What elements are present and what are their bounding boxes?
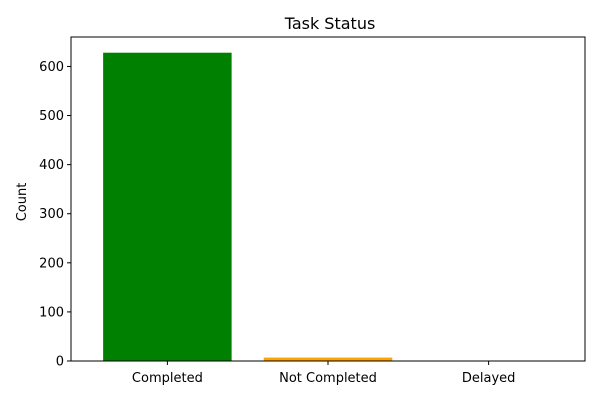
y-tick-label: 100 <box>39 305 64 320</box>
x-tick-label: Delayed <box>462 371 516 386</box>
x-tick-label: Completed <box>132 371 203 386</box>
bar-completed <box>103 52 232 361</box>
y-tick-label: 600 <box>39 60 64 75</box>
y-axis-label: Count <box>15 183 30 222</box>
chart-title: Task Status <box>284 14 376 33</box>
y-ticks-group: 0 100 200 300 400 500 600 <box>39 60 71 370</box>
x-ticks-group: Completed Not Completed Delayed <box>132 361 515 386</box>
plot-frame <box>70 36 586 362</box>
bars-group <box>103 52 393 361</box>
y-tick-label: 200 <box>39 256 64 271</box>
y-tick-label: 500 <box>39 109 64 124</box>
y-tick-label: 0 <box>56 355 64 370</box>
x-tick-label: Not Completed <box>279 371 377 386</box>
bar-not-completed <box>263 357 393 361</box>
y-tick-label: 300 <box>39 207 64 222</box>
y-tick-label: 400 <box>39 158 64 173</box>
